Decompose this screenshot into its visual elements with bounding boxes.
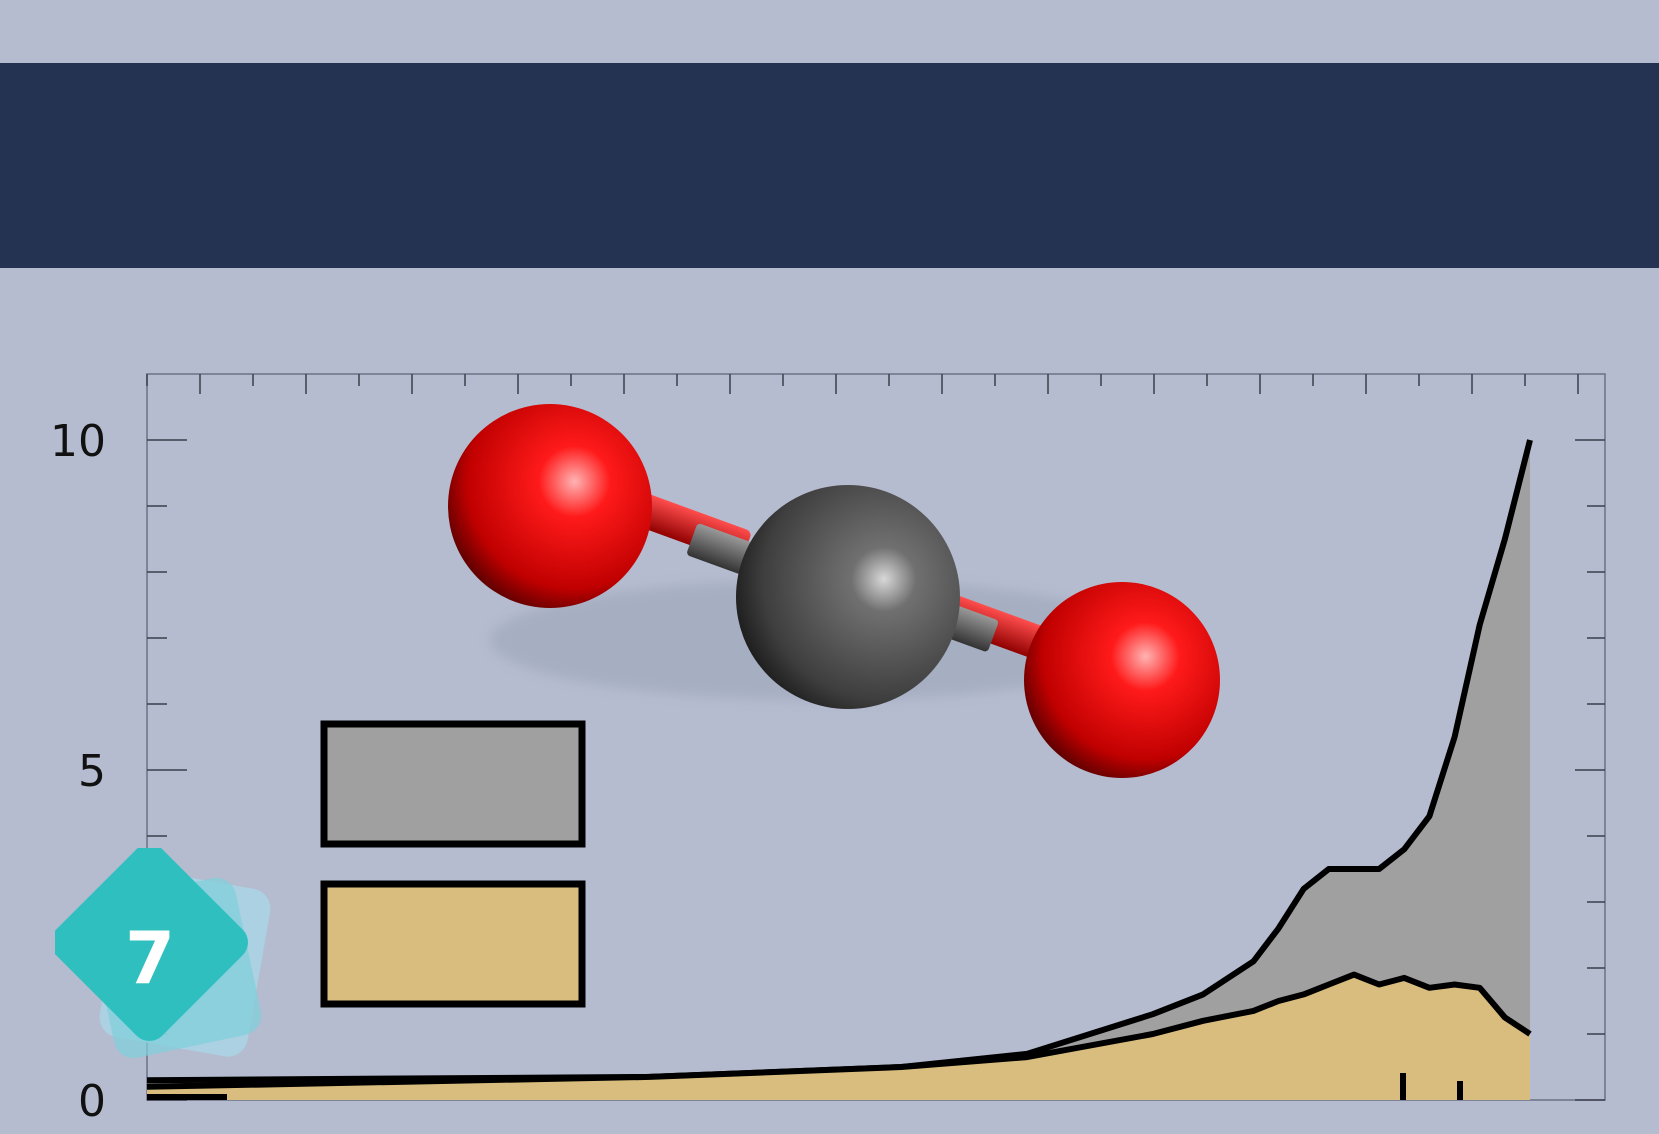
y-tick-label: 10 xyxy=(50,416,106,467)
carbon-atom xyxy=(736,485,960,709)
oxygen-atom-left xyxy=(448,404,652,608)
y-tick-label: 5 xyxy=(78,746,106,797)
series-area-tan xyxy=(147,974,1530,1100)
co2-molecule-icon xyxy=(448,404,1220,778)
y-axis-tick-labels: 0 5 10 xyxy=(50,416,106,1127)
legend-swatch xyxy=(320,720,586,848)
number-badge: 7 xyxy=(55,848,285,1078)
legend-swatch xyxy=(320,880,586,1008)
chart-series-areas xyxy=(146,439,1533,1100)
x-axis-ticks xyxy=(146,374,1579,394)
series-line-tan xyxy=(146,971,1532,1090)
legend xyxy=(320,720,586,1008)
header-band xyxy=(0,63,1659,268)
baseline-markers xyxy=(147,1073,1463,1100)
oxygen-atom-right xyxy=(1024,582,1220,778)
badge-number: 7 xyxy=(124,916,176,1000)
y-tick-label: 0 xyxy=(78,1076,106,1127)
